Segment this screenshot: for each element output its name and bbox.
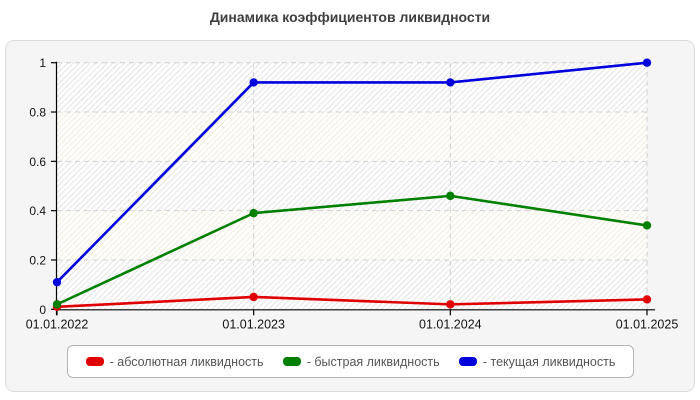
chart-panel	[5, 40, 695, 392]
legend-label: - текущая ликвидность	[482, 354, 616, 369]
legend-swatch-absolute-liquidity	[85, 357, 104, 366]
legend-item-current-liquidity: - текущая ликвидность	[458, 354, 616, 369]
legend-label: - быстрая ликвидность	[306, 354, 440, 369]
legend-swatch-quick-liquidity	[282, 357, 301, 366]
legend-label: - абсолютная ликвидность	[109, 354, 264, 369]
legend-item-absolute-liquidity: - абсолютная ликвидность	[85, 354, 264, 369]
legend-swatch-current-liquidity	[458, 357, 477, 366]
chart-legend: - абсолютная ликвидность - быстрая ликви…	[67, 345, 634, 378]
chart-title: Динамика коэффициентов ликвидности	[209, 9, 491, 25]
legend-item-quick-liquidity: - быстрая ликвидность	[282, 354, 440, 369]
